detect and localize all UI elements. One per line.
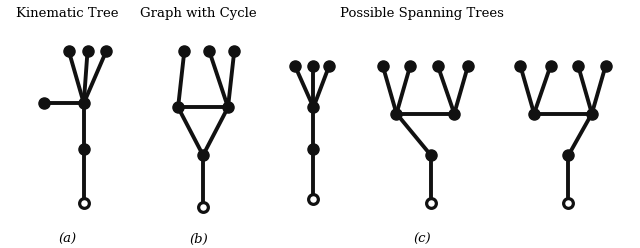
Text: Possible Spanning Trees: Possible Spanning Trees bbox=[340, 7, 504, 20]
Text: Graph with Cycle: Graph with Cycle bbox=[140, 7, 257, 20]
Text: Kinematic Tree: Kinematic Tree bbox=[16, 7, 118, 20]
Text: (a): (a) bbox=[58, 233, 76, 246]
Text: (c): (c) bbox=[413, 233, 431, 246]
Text: (b): (b) bbox=[189, 233, 208, 246]
